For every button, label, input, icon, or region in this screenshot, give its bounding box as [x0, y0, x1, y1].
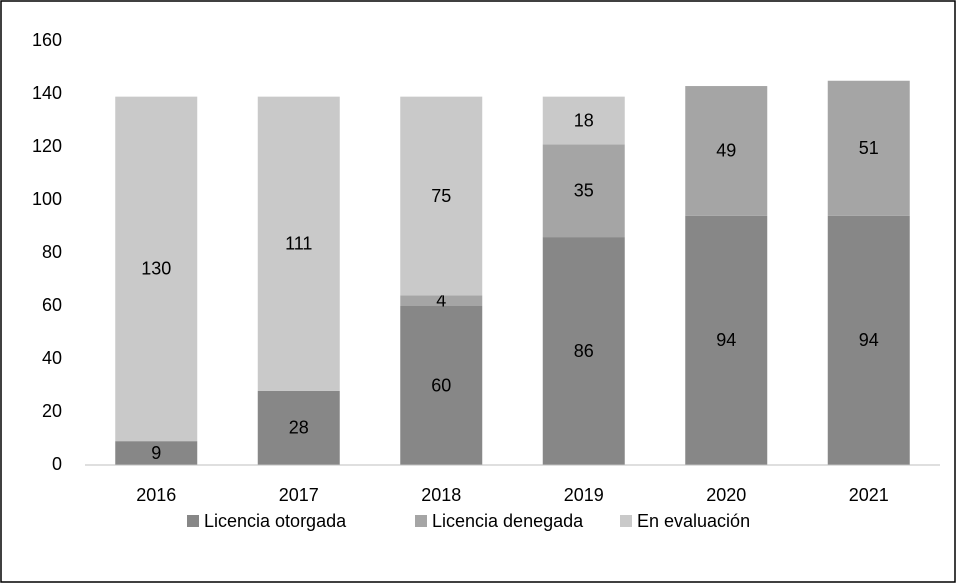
- data-label: 94: [716, 330, 736, 350]
- data-label: 51: [859, 138, 879, 158]
- legend-label: Licencia otorgada: [204, 511, 347, 531]
- bar-segment: [685, 86, 768, 216]
- bar-segment: [827, 80, 910, 216]
- x-tick-label: 2020: [706, 485, 746, 505]
- data-label: 130: [141, 259, 171, 279]
- y-tick-label: 140: [32, 83, 62, 103]
- x-tick-label: 2017: [279, 485, 319, 505]
- data-label: 60: [431, 375, 451, 395]
- y-tick-label: 20: [42, 401, 62, 421]
- legend-swatch: [620, 515, 632, 527]
- data-label: 111: [285, 233, 312, 253]
- bar-segment: [827, 215, 910, 465]
- legend-swatch: [187, 515, 199, 527]
- bar-segment: [542, 96, 625, 145]
- y-tick-label: 120: [32, 136, 62, 156]
- bar-segment: [542, 144, 625, 238]
- bar-segment: [115, 96, 198, 442]
- bar-segment: [400, 295, 483, 306]
- y-tick-label: 60: [42, 295, 62, 315]
- data-label: 94: [859, 330, 879, 350]
- bar-segment: [257, 390, 340, 465]
- y-tick-label: 100: [32, 189, 62, 209]
- data-label: 35: [574, 180, 594, 200]
- legend-label: En evaluación: [637, 511, 750, 531]
- y-tick-label: 0: [52, 454, 62, 474]
- data-label: 28: [289, 418, 309, 438]
- bar-segment: [400, 96, 483, 296]
- data-label: 86: [574, 341, 594, 361]
- data-label: 4: [436, 290, 446, 310]
- y-tick-label: 160: [32, 30, 62, 50]
- x-tick-label: 2016: [136, 485, 176, 505]
- legend-label: Licencia denegada: [432, 511, 584, 531]
- x-tick-label: 2018: [421, 485, 461, 505]
- bar-segment: [115, 441, 198, 465]
- y-tick-label: 80: [42, 242, 62, 262]
- data-label: 49: [716, 141, 736, 161]
- data-label: 75: [431, 186, 451, 206]
- x-tick-label: 2019: [564, 485, 604, 505]
- bar-segment: [685, 215, 768, 465]
- data-label: 18: [574, 110, 594, 130]
- bar-segment: [400, 306, 483, 465]
- y-tick-label: 40: [42, 348, 62, 368]
- legend-swatch: [415, 515, 427, 527]
- bar-segment: [257, 96, 340, 391]
- data-label: 9: [151, 443, 161, 463]
- bar-segment: [542, 237, 625, 465]
- x-tick-label: 2021: [849, 485, 889, 505]
